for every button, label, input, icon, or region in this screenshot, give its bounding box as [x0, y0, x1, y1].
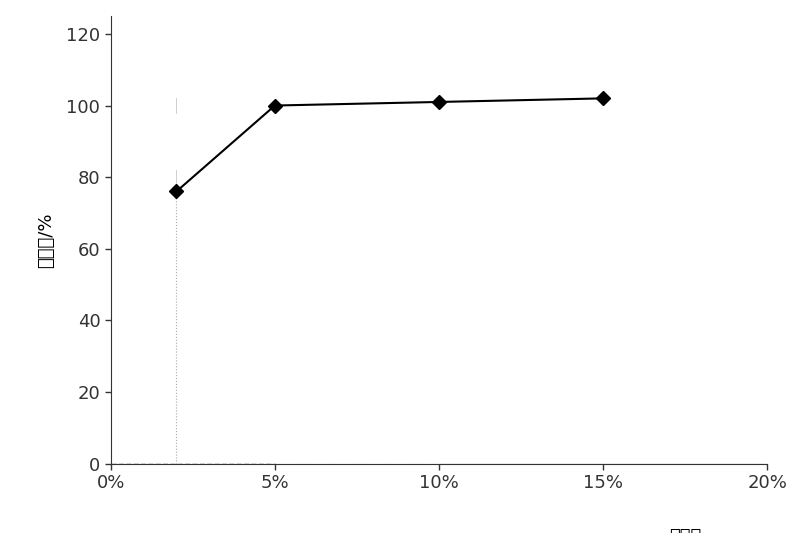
Text: 接种量: 接种量	[669, 528, 702, 533]
Y-axis label: 降解率/%: 降解率/%	[37, 212, 55, 268]
